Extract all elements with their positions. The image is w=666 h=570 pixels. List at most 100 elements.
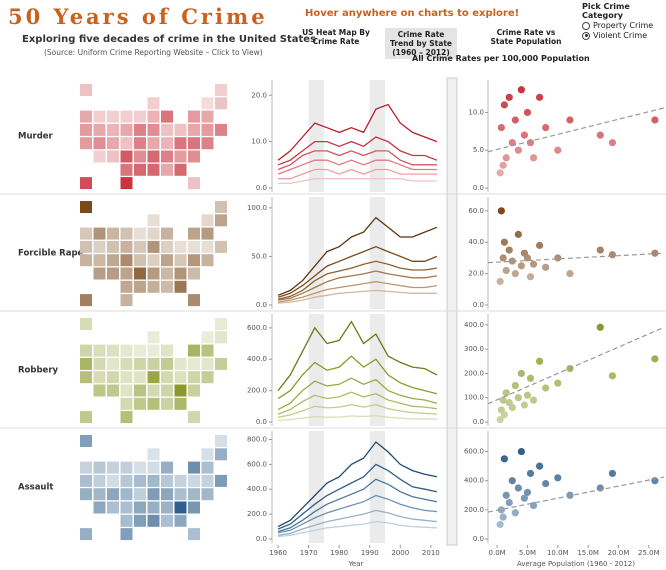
state-tile: [120, 514, 133, 527]
state-tile: [134, 384, 146, 397]
state-tile: [134, 267, 146, 280]
trend-line: [277, 441, 438, 528]
state-tile: [120, 357, 133, 370]
state-point: [517, 86, 525, 94]
nav-button[interactable]: US Heat Map By Crime Rate: [302, 28, 370, 46]
state-tile: [201, 344, 214, 357]
state-point: [529, 396, 538, 404]
state-tile: [120, 371, 133, 384]
state-tile: [147, 240, 160, 253]
state-point: [554, 474, 562, 482]
state-tile: [215, 240, 227, 253]
state-tile: [215, 448, 227, 461]
state-point: [520, 131, 529, 139]
state-tile: [107, 501, 119, 514]
state-tile: [93, 137, 106, 150]
state-tile: [107, 461, 119, 474]
trend-line: [277, 150, 437, 171]
state-point: [523, 391, 532, 399]
state-point: [500, 101, 508, 109]
y-tick-label: 100.0: [464, 394, 484, 402]
source-link[interactable]: (Source: Uniform Crime Reporting Website…: [44, 48, 263, 57]
state-tile: [107, 137, 119, 150]
state-tile: [174, 163, 187, 176]
shaded-band: [369, 197, 386, 309]
state-tile: [93, 240, 106, 253]
state-tile: [107, 254, 119, 267]
shaded-band: [308, 80, 324, 192]
state-tile: [107, 110, 119, 123]
state-tile: [161, 110, 173, 123]
state-tile: [147, 214, 160, 227]
state-tile: [80, 201, 92, 213]
nav-button[interactable]: Crime Rate Trend by State (1960 – 2012): [385, 28, 457, 59]
state-tile: [120, 110, 133, 123]
y-tick-label: 200.0: [464, 369, 484, 377]
state-point: [523, 488, 532, 496]
radio-option[interactable]: Violent Crime: [582, 31, 666, 40]
state-tile: [147, 123, 160, 136]
y-tick-label: 400.0: [247, 485, 267, 493]
state-tile: [93, 371, 106, 384]
state-tile: [134, 474, 146, 487]
state-tile: [147, 514, 160, 527]
trend-line: [278, 168, 437, 180]
state-tile: [120, 384, 133, 397]
trend-line: [277, 391, 437, 415]
state-tile: [174, 240, 187, 253]
row-label: Murder: [18, 132, 54, 142]
state-point: [499, 254, 507, 262]
state-tile: [107, 227, 119, 240]
state-point: [596, 323, 604, 331]
state-point: [505, 398, 513, 407]
state-tile: [161, 384, 173, 397]
state-point: [497, 123, 505, 132]
state-tile: [201, 123, 214, 136]
state-tile: [120, 528, 133, 541]
state-tile: [120, 280, 133, 293]
x-tick-label: 1970: [300, 549, 318, 557]
state-tile: [174, 123, 187, 136]
state-point: [535, 93, 544, 101]
trend-line: [277, 404, 437, 418]
state-point: [554, 379, 562, 387]
radio[interactable]: [582, 31, 590, 40]
state-tile: [147, 97, 160, 110]
state-point: [496, 520, 504, 529]
y-tick-label: 0.0: [473, 184, 484, 192]
state-tile: [147, 150, 160, 163]
trend-line: [277, 509, 437, 536]
state-tile: [107, 474, 119, 487]
shaded-band: [369, 431, 386, 543]
y-tick-label: 400.0: [464, 321, 484, 329]
state-point: [505, 498, 513, 507]
nav-button[interactable]: Crime Rate vs State Population: [490, 28, 562, 46]
radio-option[interactable]: Property Crime: [582, 21, 666, 30]
state-tile: [188, 137, 200, 150]
state-tile: [93, 488, 106, 501]
y-tick-label: 200.0: [247, 510, 267, 518]
state-tile: [188, 344, 200, 357]
state-tile: [93, 474, 106, 487]
state-point: [508, 477, 516, 485]
state-point: [596, 246, 604, 254]
state-tile: [120, 137, 133, 150]
state-point: [502, 154, 510, 162]
state-tile: [188, 177, 200, 190]
state-tile: [188, 371, 200, 384]
state-tile: [147, 331, 160, 344]
state-tile: [134, 501, 146, 514]
state-tile: [174, 371, 187, 384]
state-tile: [161, 254, 173, 267]
state-tile: [93, 384, 106, 397]
trend-line: [277, 136, 438, 166]
state-tile: [93, 150, 106, 163]
y-tick-label: 10.0: [468, 108, 484, 116]
state-tile: [107, 371, 119, 384]
y-tick-label: 40.0: [468, 238, 484, 246]
state-tile: [147, 163, 160, 176]
x-tick-label: 1990: [361, 549, 379, 557]
radio[interactable]: [582, 21, 590, 30]
state-tile: [147, 448, 160, 461]
state-tile: [201, 97, 214, 110]
